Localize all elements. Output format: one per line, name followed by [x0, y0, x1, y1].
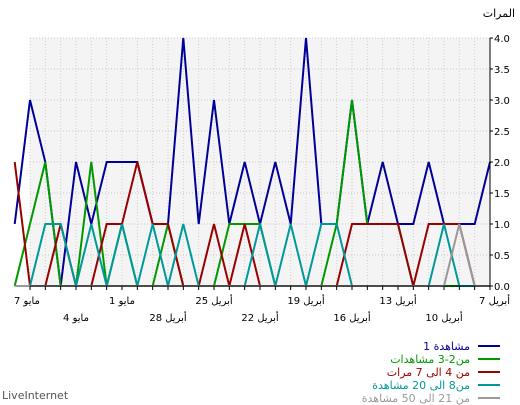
x-tick-label: 25 أبريل: [195, 294, 233, 307]
legend-label: من 21 الى 50 مشاهدة: [362, 392, 470, 405]
x-tick-label: 28 أبريل: [149, 311, 187, 324]
y-tick-labels: 0.0 0.5 1.0 1.5 2.0 2.5 3.0 3.5 4.0: [490, 34, 510, 293]
y-tick-label: 0.5: [494, 251, 510, 262]
legend-label: من8 الى 20 مشاهدة: [372, 379, 470, 392]
x-tick-label: 19 أبريل: [287, 294, 325, 307]
legend-label: من2-3 مشاهدات: [390, 353, 470, 366]
x-tick-label: 4 مايو: [63, 313, 89, 324]
legend-label: 1 مشاهدة: [423, 340, 470, 353]
x-tick-label: 1 مايو: [109, 296, 135, 307]
x-tick-labels: 7 أبريل 13 أبريل 19 أبريل 25 أبريل 1 مايو 7 م…: [14, 294, 510, 324]
y-axis-label: المرات: [483, 7, 515, 20]
y-tick-label: 2.5: [494, 127, 510, 138]
x-tick-label: 13 أبريل: [379, 294, 417, 307]
series-line-1: [13, 37, 491, 287]
x-tick-label: 7 مايو: [14, 296, 40, 307]
x-tick-label: 10 أبريل: [425, 311, 463, 324]
y-tick-label: 3.0: [494, 96, 510, 107]
x-tick-label: 7 أبريل: [479, 294, 510, 307]
y-tick-label: 1.0: [494, 220, 510, 231]
brand-label: LiveInternet: [2, 389, 69, 402]
x-tick-label: 16 أبريل: [333, 311, 371, 324]
y-tick-label: 1.5: [494, 189, 510, 200]
y-tick-label: 4.0: [494, 34, 510, 45]
x-tick-label: 22 أبريل: [241, 311, 279, 324]
legend-label: من 4 الى 7 مرات: [387, 366, 470, 379]
y-tick-label: 0.0: [494, 282, 510, 293]
y-tick-label: 2.0: [494, 158, 510, 169]
y-tick-label: 3.5: [494, 65, 510, 76]
